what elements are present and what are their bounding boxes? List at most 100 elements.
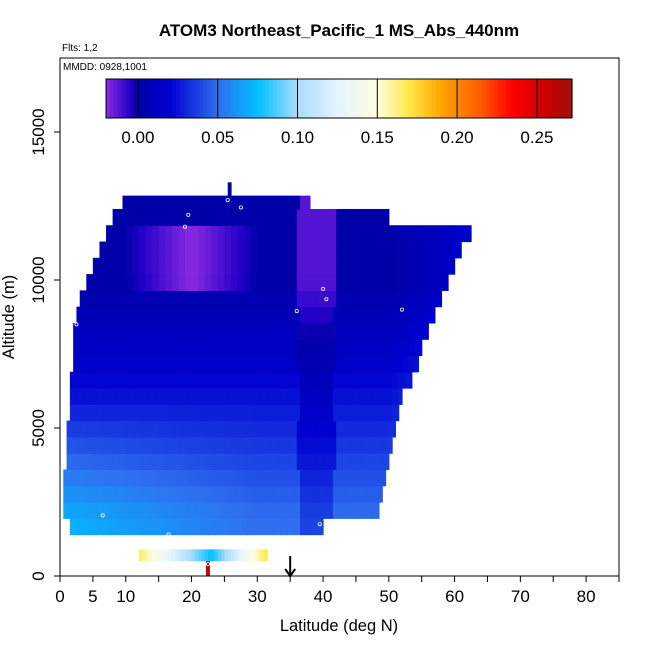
heatmap-cell: [175, 485, 183, 503]
colorbar-segment: [537, 79, 542, 118]
colorbar-segment: [249, 79, 255, 118]
colorbar-segment: [420, 79, 426, 118]
colorbar-segment: [459, 79, 464, 118]
heatmap-cell: [224, 339, 232, 357]
heatmap-cell: [316, 355, 324, 373]
heatmap-cell: [69, 371, 78, 389]
heatmap-cell: [260, 306, 268, 324]
heatmap-cell: [359, 306, 367, 324]
x-axis-label: Latitude (deg N): [280, 617, 398, 635]
heatmap-cell: [145, 322, 153, 340]
heatmap-cell: [125, 208, 133, 226]
heatmap-cell: [204, 257, 212, 275]
heatmap-cell: [152, 274, 160, 291]
heatmap-cell: [395, 355, 403, 373]
heatmap-cell: [132, 339, 140, 357]
heatmap-cell: [188, 306, 196, 324]
heatmap-cell: [313, 404, 321, 422]
heatmap-cell: [102, 306, 110, 324]
heatmap-cell: [375, 436, 383, 454]
heatmap-cell: [309, 208, 318, 226]
heatmap-cell: [135, 371, 143, 389]
heatmap-cell: [230, 420, 239, 438]
heatmap-cell: [224, 208, 232, 226]
heatmap-cell: [171, 241, 179, 259]
heatmap-cell: [178, 225, 186, 243]
heatmap-cell: [86, 274, 94, 291]
heatmap-cell: [240, 371, 249, 389]
heatmap-cell: [227, 306, 235, 324]
heatmap-cell: [461, 225, 469, 243]
heatmap-cell: [211, 241, 219, 259]
heatmap-cell: [171, 290, 179, 308]
heatmap-cell: [313, 388, 321, 405]
colorbar-tick-label: 0.10: [281, 128, 314, 147]
heatmap-cell: [326, 306, 334, 324]
heatmap-cell: [178, 208, 186, 226]
heatmap-cell: [329, 208, 337, 226]
heatmap-cell: [257, 208, 265, 226]
heatmap-cell: [382, 241, 390, 259]
heatmap-cell: [175, 404, 183, 422]
heatmap-cell: [155, 371, 163, 389]
colorbar-segment: [253, 79, 259, 118]
heatmap-cell: [257, 436, 265, 454]
heatmap-cell: [165, 257, 173, 275]
heatmap-cell: [175, 371, 183, 389]
heatmap-cell: [332, 404, 341, 422]
heatmap-cell: [313, 485, 321, 503]
heatmap-cell: [112, 241, 120, 259]
heatmap-cell: [161, 518, 170, 536]
heatmap-cell: [372, 371, 380, 389]
heatmap-cell: [280, 371, 288, 389]
heatmap-cell: [106, 339, 114, 357]
heatmap-cell: [142, 404, 150, 422]
colorbar-segment: [156, 79, 161, 118]
heatmap-cell: [359, 388, 367, 405]
colorbar-segment: [272, 79, 278, 118]
heatmap-cell: [79, 290, 87, 308]
x-tick-label: 60: [445, 587, 464, 606]
heatmap-cell: [362, 208, 370, 226]
heatmap-cell: [135, 502, 143, 519]
heatmap-cell: [352, 469, 360, 487]
heatmap-cell: [221, 306, 229, 324]
heatmap-cell: [244, 339, 252, 357]
heatmap-cell: [277, 339, 285, 357]
heatmap-cell: [181, 371, 189, 389]
heatmap-cell: [102, 485, 110, 503]
heatmap-cell: [372, 388, 380, 405]
heatmap-cell: [300, 518, 308, 536]
heatmap-cell: [175, 518, 183, 536]
heatmap-cell: [129, 195, 137, 210]
heatmap-cell: [171, 274, 179, 291]
heatmap-cell: [273, 469, 281, 487]
heatmap-cell: [198, 225, 206, 243]
heatmap-cell: [132, 274, 140, 291]
heatmap-cell: [83, 469, 91, 487]
y-tick-label: 0: [29, 571, 48, 580]
heatmap-cell: [106, 420, 114, 438]
heatmap-cell: [319, 518, 324, 536]
heatmap-cell: [421, 257, 429, 275]
heatmap-cell: [221, 518, 229, 536]
colorbar-segment: [144, 79, 150, 118]
heatmap-cell: [240, 502, 249, 519]
heatmap-cell: [198, 420, 206, 438]
heatmap-cell: [250, 257, 258, 275]
heatmap-cell: [250, 436, 258, 454]
heatmap-cell: [211, 208, 219, 226]
heatmap-cell: [135, 485, 143, 503]
colorbar-segment: [191, 79, 196, 118]
colorbar-frame: [105, 78, 573, 119]
heatmap-cell: [428, 257, 436, 275]
heatmap-cell: [296, 274, 304, 291]
heatmap-cell: [152, 322, 160, 340]
heatmap-cell: [188, 371, 196, 389]
heatmap-cell: [214, 469, 222, 487]
colorbar-segment: [257, 79, 262, 118]
heatmap-cell: [323, 436, 331, 454]
heatmap-cell: [415, 290, 423, 308]
heatmap-cell: [119, 420, 127, 438]
heatmap-cell: [194, 195, 202, 210]
